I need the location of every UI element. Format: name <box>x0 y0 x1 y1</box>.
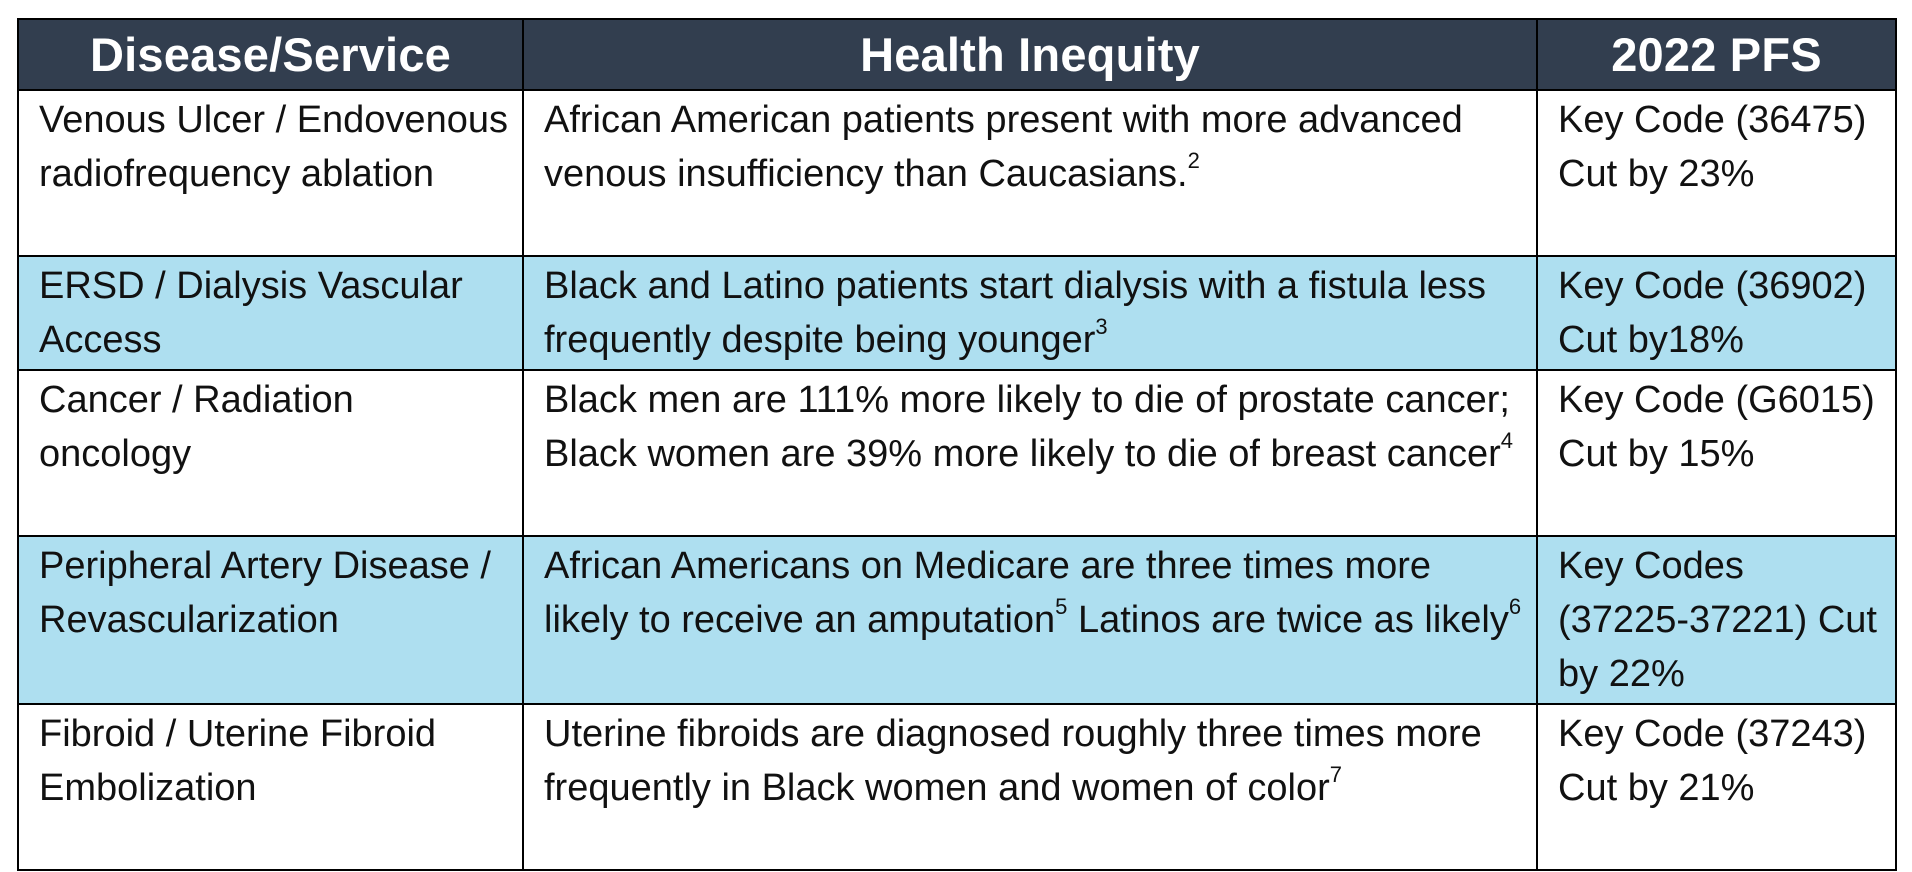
footnote-ref: 4 <box>1500 428 1514 454</box>
disease-cell: Peripheral Artery Disease / Revasculariz… <box>17 535 524 705</box>
health-inequity-table-container: Disease/Service Health Inequity 2022 PFS… <box>17 18 1897 871</box>
inequity-cell: Black and Latino patients start dialysis… <box>522 255 1538 371</box>
inequity-text: Uterine fibroids are diagnosed roughly t… <box>544 713 1482 809</box>
header-disease-service: Disease/Service <box>17 18 524 91</box>
inequity-cell: African American patients present with m… <box>522 89 1538 257</box>
inequity-cell: African Americans on Medicare are three … <box>522 535 1538 705</box>
inequity-text: African American patients present with m… <box>544 99 1463 195</box>
footnote-ref: 6 <box>1508 594 1522 620</box>
pfs-cell: Key Codes (37225-37221) Cut by 22% <box>1536 535 1897 705</box>
footnote-ref: 5 <box>1055 594 1068 620</box>
health-inequity-table: Disease/Service Health Inequity 2022 PFS… <box>17 18 1897 871</box>
inequity-text: Black and Latino patients start dialysis… <box>544 265 1487 361</box>
header-2022-pfs: 2022 PFS <box>1536 18 1897 91</box>
table-row: ERSD / Dialysis Vascular Access Black an… <box>17 255 1897 371</box>
footnote-ref: 2 <box>1187 148 1200 174</box>
table-row: Fibroid / Uterine Fibroid Embolization U… <box>17 703 1897 871</box>
footnote-ref: 3 <box>1095 314 1108 340</box>
inequity-text-tail: Latinos are twice as likely <box>1067 599 1509 641</box>
header-health-inequity: Health Inequity <box>522 18 1538 91</box>
disease-cell: Cancer / Radiation oncology <box>17 369 524 537</box>
table-row: Venous Ulcer / Endovenous radiofrequency… <box>17 89 1897 257</box>
footnote-ref: 7 <box>1329 762 1342 788</box>
disease-cell: Venous Ulcer / Endovenous radiofrequency… <box>17 89 524 257</box>
disease-cell: Fibroid / Uterine Fibroid Embolization <box>17 703 524 871</box>
disease-cell: ERSD / Dialysis Vascular Access <box>17 255 524 371</box>
inequity-text: African Americans on Medicare are three … <box>544 545 1432 641</box>
table-header-row: Disease/Service Health Inequity 2022 PFS <box>17 18 1897 91</box>
table-row: Peripheral Artery Disease / Revasculariz… <box>17 535 1897 705</box>
inequity-cell: Uterine fibroids are diagnosed roughly t… <box>522 703 1538 871</box>
pfs-cell: Key Code (36475) Cut by 23% <box>1536 89 1897 257</box>
table-row: Cancer / Radiation oncology Black men ar… <box>17 369 1897 537</box>
inequity-text: Black men are 111% more likely to die of… <box>544 379 1510 475</box>
pfs-cell: Key Code (37243) Cut by 21% <box>1536 703 1897 871</box>
inequity-cell: Black men are 111% more likely to die of… <box>522 369 1538 537</box>
pfs-cell: Key Code (36902) Cut by18% <box>1536 255 1897 371</box>
pfs-cell: Key Code (G6015) Cut by 15% <box>1536 369 1897 537</box>
